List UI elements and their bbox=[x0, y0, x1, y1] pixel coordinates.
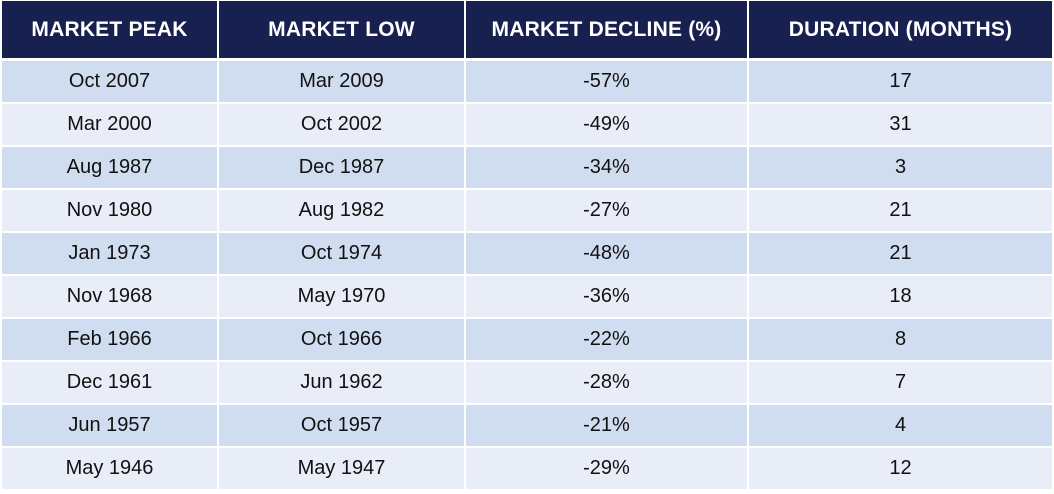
market-peak-cell: Aug 1987 bbox=[2, 146, 219, 190]
column-header-market-decline: MARKET DECLINE (%) bbox=[465, 1, 749, 61]
market-peak-cell: Mar 2000 bbox=[2, 103, 219, 147]
market-low-cell: Aug 1982 bbox=[218, 189, 466, 233]
header-row: MARKET PEAK MARKET LOW MARKET DECLINE (%… bbox=[2, 1, 1052, 61]
table-row: Mar 2000 Oct 2002 -49% 31 bbox=[2, 103, 1052, 147]
market-peak-cell: Nov 1968 bbox=[2, 275, 219, 319]
duration-cell: 31 bbox=[748, 103, 1052, 147]
market-decline-cell: -34% bbox=[465, 146, 749, 190]
table-row: May 1946 May 1947 -29% 12 bbox=[2, 447, 1052, 491]
market-decline-cell: -48% bbox=[465, 232, 749, 276]
market-peak-cell: May 1946 bbox=[2, 447, 219, 491]
table-row: Oct 2007 Mar 2009 -57% 17 bbox=[2, 59, 1052, 104]
table-header: MARKET PEAK MARKET LOW MARKET DECLINE (%… bbox=[2, 1, 1052, 61]
duration-cell: 7 bbox=[748, 361, 1052, 405]
market-low-cell: Oct 1957 bbox=[218, 404, 466, 448]
duration-cell: 21 bbox=[748, 189, 1052, 233]
market-decline-cell: -21% bbox=[465, 404, 749, 448]
market-decline-cell: -28% bbox=[465, 361, 749, 405]
market-low-cell: Dec 1987 bbox=[218, 146, 466, 190]
market-peak-cell: Oct 2007 bbox=[2, 59, 219, 104]
table-row: Feb 1966 Oct 1966 -22% 8 bbox=[2, 318, 1052, 362]
market-peak-cell: Feb 1966 bbox=[2, 318, 219, 362]
column-header-market-low: MARKET LOW bbox=[218, 1, 466, 61]
table-row: Nov 1980 Aug 1982 -27% 21 bbox=[2, 189, 1052, 233]
market-decline-cell: -29% bbox=[465, 447, 749, 491]
column-header-duration: DURATION (MONTHS) bbox=[748, 1, 1052, 61]
table-row: Nov 1968 May 1970 -36% 18 bbox=[2, 275, 1052, 319]
market-low-cell: May 1970 bbox=[218, 275, 466, 319]
market-decline-cell: -57% bbox=[465, 59, 749, 104]
market-low-cell: Oct 2002 bbox=[218, 103, 466, 147]
table-body: Oct 2007 Mar 2009 -57% 17 Mar 2000 Oct 2002 -4… bbox=[2, 59, 1052, 491]
market-low-cell: Oct 1966 bbox=[218, 318, 466, 362]
duration-cell: 17 bbox=[748, 59, 1052, 104]
market-decline-cell: -49% bbox=[465, 103, 749, 147]
market-decline-cell: -22% bbox=[465, 318, 749, 362]
market-decline-cell: -36% bbox=[465, 275, 749, 319]
table-row: Jun 1957 Oct 1957 -21% 4 bbox=[2, 404, 1052, 448]
column-header-market-peak: MARKET PEAK bbox=[2, 1, 219, 61]
duration-cell: 3 bbox=[748, 146, 1052, 190]
duration-cell: 21 bbox=[748, 232, 1052, 276]
market-low-cell: Mar 2009 bbox=[218, 59, 466, 104]
duration-cell: 12 bbox=[748, 447, 1052, 491]
duration-cell: 8 bbox=[748, 318, 1052, 362]
market-decline-cell: -27% bbox=[465, 189, 749, 233]
market-low-cell: May 1947 bbox=[218, 447, 466, 491]
table-row: Aug 1987 Dec 1987 -34% 3 bbox=[2, 146, 1052, 190]
market-peak-cell: Dec 1961 bbox=[2, 361, 219, 405]
market-peak-cell: Jan 1973 bbox=[2, 232, 219, 276]
duration-cell: 4 bbox=[748, 404, 1052, 448]
market-low-cell: Jun 1962 bbox=[218, 361, 466, 405]
market-peak-cell: Jun 1957 bbox=[2, 404, 219, 448]
table-row: Dec 1961 Jun 1962 -28% 7 bbox=[2, 361, 1052, 405]
duration-cell: 18 bbox=[748, 275, 1052, 319]
market-peak-cell: Nov 1980 bbox=[2, 189, 219, 233]
market-low-cell: Oct 1974 bbox=[218, 232, 466, 276]
table-row: Jan 1973 Oct 1974 -48% 21 bbox=[2, 232, 1052, 276]
